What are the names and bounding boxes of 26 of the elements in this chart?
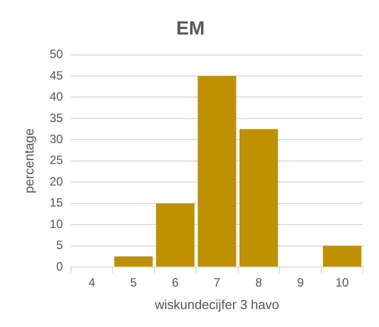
bar — [114, 256, 153, 266]
chart-title: EM — [176, 18, 205, 40]
x-tick-label: 7 — [214, 276, 221, 290]
x-axis-title: wiskundecijfer 3 havo — [154, 296, 280, 312]
bar — [156, 203, 194, 266]
y-tick-label: 15 — [50, 196, 64, 210]
x-tick-label: 5 — [130, 276, 138, 290]
y-tick-label: 5 — [56, 238, 64, 252]
y-axis-title: percentage — [21, 128, 36, 194]
bar — [240, 129, 278, 266]
y-tick-label: 35 — [50, 110, 64, 125]
bar — [322, 246, 362, 266]
x-tick-label: 10 — [335, 276, 350, 290]
y-tick-label: 10 — [50, 216, 64, 231]
x-tick-label: 8 — [255, 276, 262, 290]
x-tick-label: 4 — [88, 276, 96, 290]
bar — [198, 76, 236, 266]
y-tick-label: 40 — [50, 90, 64, 104]
y-tick-label: 45 — [50, 68, 64, 82]
y-tick-label: 20 — [50, 174, 64, 188]
x-tick-label: 9 — [297, 276, 304, 290]
y-tick-label: 0 — [56, 259, 64, 274]
y-tick-label: 50 — [50, 47, 64, 62]
x-tick-label: 6 — [172, 276, 179, 290]
y-tick-label: 25 — [50, 153, 64, 168]
y-tick-label: 30 — [50, 132, 64, 146]
